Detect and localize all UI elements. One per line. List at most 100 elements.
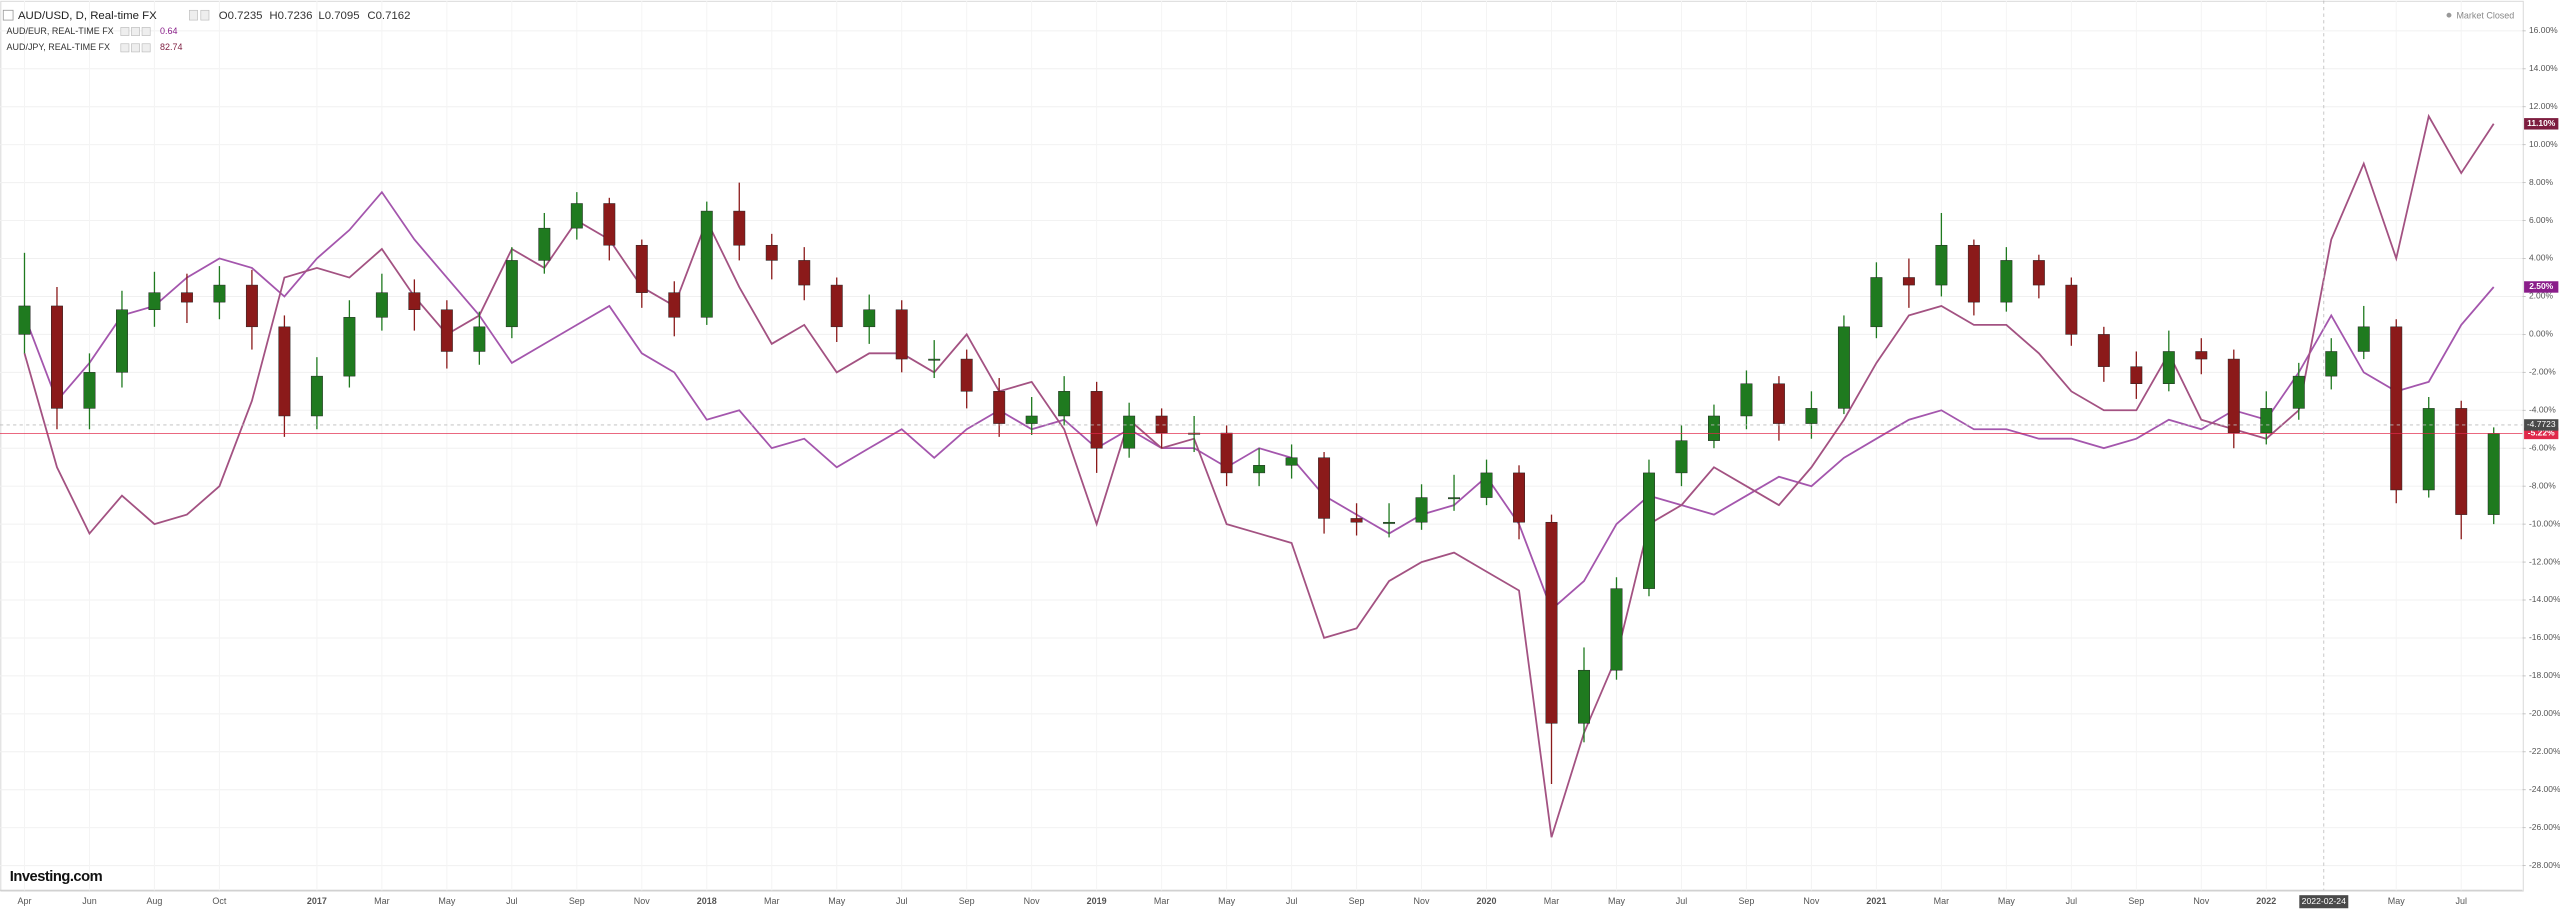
y-tick-label: 2.00%: [2529, 291, 2553, 301]
candle-body: [2390, 326, 2403, 491]
candle-body: [180, 292, 193, 303]
x-tick-label: Sep: [1349, 896, 1365, 906]
x-tick-label: 2021: [1866, 896, 1886, 906]
symbol-title: AUD/USD, D, Real-time FX: [18, 10, 157, 22]
candle-body: [2325, 351, 2338, 377]
candle-body: [343, 317, 356, 377]
y-tick-label: 12.00%: [2529, 101, 2558, 111]
candle-body: [1772, 383, 1785, 424]
last-value-label: 2.50%: [2529, 281, 2553, 291]
candle-body: [1740, 383, 1753, 417]
candle-body: [1058, 391, 1071, 417]
candle-body: [2162, 351, 2175, 384]
close-icon[interactable]: [200, 9, 210, 21]
last-price-label: -5.22%: [2528, 428, 2555, 438]
y-tick-label: -26.00%: [2529, 822, 2560, 832]
x-tick-label: Jul: [506, 896, 517, 906]
candle-body: [1902, 277, 1915, 286]
candle-body: [700, 210, 713, 318]
y-tick-label: -4.00%: [2529, 405, 2556, 415]
candle-body: [1837, 326, 1850, 409]
x-tick-label: 2022: [2256, 896, 2276, 906]
y-tick-label: -22.00%: [2529, 746, 2560, 756]
candle-body: [668, 292, 681, 318]
legend-icon[interactable]: [131, 27, 140, 36]
last-value-tag: [2524, 281, 2559, 293]
y-tick-label: 14.00%: [2529, 63, 2558, 73]
candle-body: [765, 244, 778, 261]
y-tick-label: -14.00%: [2529, 594, 2560, 604]
x-tick-label: Jun: [82, 896, 96, 906]
settings-icon[interactable]: [189, 9, 198, 21]
candle-body: [993, 391, 1006, 424]
x-tick-label: Sep: [959, 896, 975, 906]
candle-body: [83, 372, 96, 409]
legend-icon[interactable]: [141, 27, 151, 36]
candle-body: [440, 309, 453, 352]
legend-name: AUD/JPY, REAL-TIME FX: [7, 42, 111, 52]
x-tick-label: Mar: [374, 896, 389, 906]
x-tick-label: Jul: [1286, 896, 1297, 906]
candle-body: [1090, 391, 1103, 449]
x-tick-label: Sep: [569, 896, 585, 906]
candle-body: [51, 305, 63, 409]
candle-body: [1545, 521, 1558, 724]
candle-body: [863, 309, 876, 328]
legend-icon[interactable]: [131, 43, 140, 53]
candle-body: [2357, 326, 2370, 352]
x-tick-label: May: [1608, 896, 1625, 906]
y-tick-label: 16.00%: [2529, 25, 2558, 35]
x-tick-label: Apr: [18, 896, 32, 906]
ohlc-open: O0.7235: [219, 10, 263, 22]
x-tick-label: May: [1218, 896, 1235, 906]
legend-icon[interactable]: [141, 43, 151, 53]
candle-body: [2487, 433, 2500, 515]
candle-body: [1448, 497, 1460, 500]
candle-body: [1967, 244, 1980, 303]
last-price-tag: [2524, 427, 2559, 440]
y-tick-label: -16.00%: [2529, 632, 2560, 642]
x-tick-label: Jul: [896, 896, 907, 906]
candle-body: [375, 292, 388, 318]
x-tick-label: Mar: [764, 896, 779, 906]
x-tick-label: May: [438, 896, 455, 906]
y-tick-label: 4.00%: [2529, 253, 2553, 263]
x-tick-label: Nov: [1414, 896, 1430, 906]
x-tick-label: 2017: [307, 896, 327, 906]
y-tick-label: -8.00%: [2529, 480, 2556, 490]
last-value-tag: [2524, 118, 2559, 130]
x-tick-label: Oct: [212, 896, 226, 906]
candle-body: [2227, 358, 2240, 434]
crosshair-x-tag: [2299, 895, 2349, 909]
ohlc-close: C0.7162: [367, 10, 410, 22]
candle-body: [2260, 408, 2273, 434]
candle-body: [1480, 472, 1493, 498]
x-tick-label: May: [2388, 896, 2405, 906]
candle-body: [603, 203, 616, 246]
candle-body: [2422, 408, 2435, 491]
collapse-icon[interactable]: [2, 9, 14, 21]
candle-body: [2455, 408, 2468, 515]
y-tick-label: 6.00%: [2529, 215, 2553, 225]
logo: Investing.com: [10, 869, 103, 885]
crosshair-y-tag: [2524, 419, 2559, 431]
legend-quote: 82.74: [160, 42, 182, 52]
legend-icon[interactable]: [120, 43, 130, 53]
x-tick-label: May: [1998, 896, 2015, 906]
candle-body: [2130, 366, 2143, 384]
candle-body: [1318, 457, 1331, 519]
candle-body: [1870, 277, 1883, 328]
x-tick-label: Jul: [2066, 896, 2077, 906]
x-tick-label: Mar: [1544, 896, 1559, 906]
candle-body: [1805, 408, 1818, 424]
plot-frame: [0, 0, 2524, 892]
candle-body: [505, 260, 518, 328]
x-tick-label: 2018: [697, 896, 717, 906]
legend-icon[interactable]: [120, 27, 130, 36]
candle-body: [1123, 415, 1136, 449]
candle-body: [895, 309, 908, 360]
candle-body: [1350, 518, 1363, 523]
x-tick-label: Jul: [1676, 896, 1687, 906]
